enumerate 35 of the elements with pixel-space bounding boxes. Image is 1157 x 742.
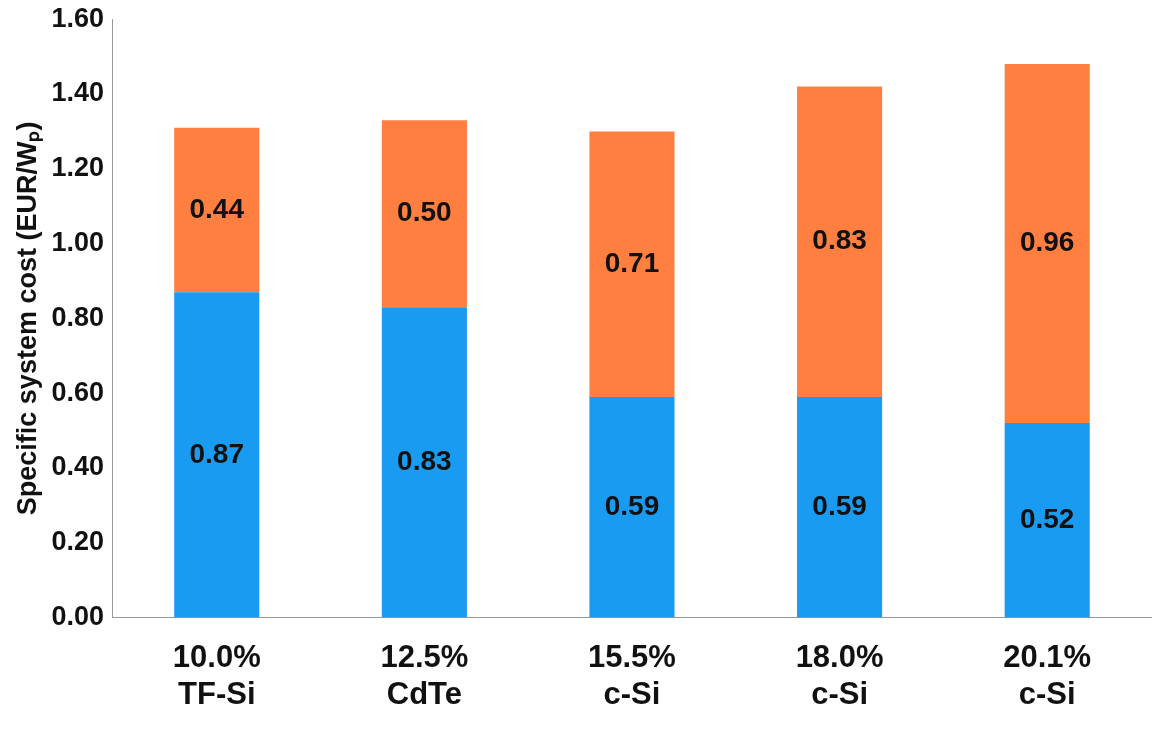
data-label: 0.96	[1019, 226, 1075, 258]
data-label: 0.87	[189, 437, 244, 469]
y-tick-label: 0.40	[51, 451, 104, 482]
data-label: 0.59	[604, 489, 660, 521]
data-label: 0.83	[397, 445, 452, 477]
bar	[174, 127, 260, 293]
y-tick-label: 1.60	[51, 2, 104, 33]
x-tick-label: 10.0% TF-Si	[172, 638, 261, 711]
bar	[381, 120, 467, 308]
bar	[174, 292, 260, 618]
data-label: 0.50	[397, 196, 452, 228]
y-tick-label: 0.80	[51, 301, 104, 332]
y-tick-label: 1.00	[51, 227, 104, 258]
bar	[1004, 423, 1090, 618]
x-tick-label: 15.5% c-Si	[588, 638, 676, 711]
x-tick-label: 12.5% CdTe	[380, 638, 469, 711]
bar	[381, 307, 467, 618]
data-label: 0.71	[604, 246, 660, 278]
bar	[797, 86, 883, 397]
y-tick-label: 0.20	[51, 526, 104, 557]
data-label: 0.83	[812, 224, 867, 256]
bar	[797, 396, 883, 618]
data-label: 0.52	[1019, 503, 1075, 535]
data-label: 0.44	[189, 192, 245, 224]
y-axis-title: Specific system cost (EUR/Wₚ)	[11, 121, 43, 516]
y-tick-label: 0.00	[51, 601, 104, 632]
y-tick-label: 0.60	[51, 376, 104, 407]
data-label: 0.59	[812, 489, 867, 521]
x-tick-label: 20.1% c-Si	[1003, 638, 1092, 711]
y-tick-label: 1.40	[51, 77, 104, 108]
bar	[1004, 64, 1090, 424]
bar	[589, 396, 675, 618]
bar	[589, 131, 675, 397]
x-tick-label: 18.0% c-Si	[795, 638, 884, 711]
y-tick-label: 1.20	[51, 152, 104, 183]
